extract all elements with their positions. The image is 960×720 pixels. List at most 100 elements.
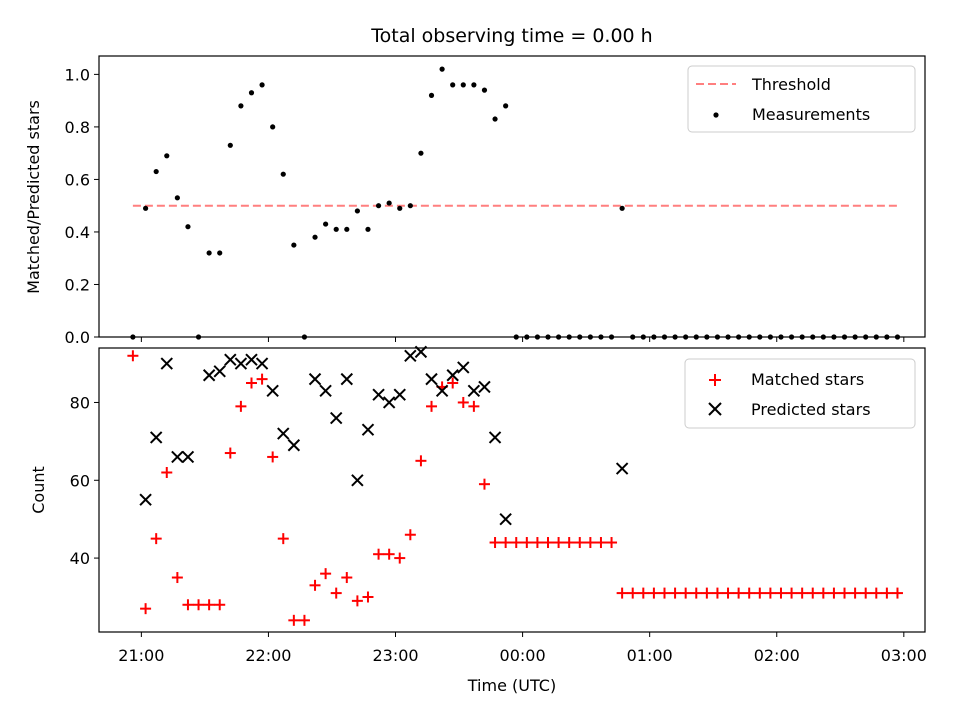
matched-star-point bbox=[267, 451, 279, 463]
predicted-star-point bbox=[234, 357, 248, 370]
predicted-star-point bbox=[287, 439, 301, 452]
matched-star-point bbox=[489, 537, 501, 549]
matched-star-point bbox=[616, 587, 628, 599]
predicted-star-point bbox=[372, 388, 385, 401]
predicted-star-point bbox=[171, 450, 184, 464]
measurement-point bbox=[375, 203, 382, 209]
matched-star-point bbox=[870, 587, 882, 599]
predicted-star-point bbox=[266, 384, 279, 398]
measurement-point bbox=[354, 208, 360, 214]
matched-star-point bbox=[415, 455, 427, 467]
matched-star-point bbox=[743, 587, 755, 599]
measurement-point bbox=[270, 124, 276, 130]
legend-measurements-swatch bbox=[713, 112, 719, 118]
matched-star-point bbox=[690, 587, 702, 599]
matched-star-point bbox=[330, 587, 342, 599]
matched-star-point bbox=[478, 478, 490, 490]
matched-star-point bbox=[796, 587, 808, 599]
matched-star-point bbox=[447, 377, 459, 389]
measurement-point bbox=[312, 234, 318, 240]
measurement-point bbox=[164, 153, 170, 159]
legend-matched-swatch bbox=[709, 374, 721, 386]
measurement-point bbox=[428, 92, 435, 98]
matched-star-point bbox=[235, 400, 247, 412]
matched-star-point bbox=[849, 587, 861, 599]
matched-star-point bbox=[127, 350, 139, 362]
matched-star-point bbox=[309, 579, 321, 591]
measurement-point bbox=[259, 82, 265, 88]
matched-star-point bbox=[182, 599, 194, 611]
predicted-star-point bbox=[319, 384, 332, 398]
matched-star-point bbox=[627, 587, 639, 599]
measurement-point bbox=[153, 168, 159, 175]
matched-star-point bbox=[839, 587, 851, 599]
predicted-star-point bbox=[499, 512, 512, 526]
matched-star-point bbox=[277, 533, 289, 545]
top-legend-box bbox=[687, 65, 916, 133]
matched-star-point bbox=[595, 537, 607, 549]
measurement-point bbox=[238, 103, 244, 109]
predicted-star-point bbox=[404, 349, 417, 362]
matched-star-point bbox=[775, 587, 787, 599]
predicted-star-point bbox=[478, 380, 491, 394]
predicted-star-point bbox=[351, 474, 364, 487]
matched-star-point bbox=[214, 599, 226, 611]
predicted-star-point bbox=[224, 353, 237, 366]
matched-star-point bbox=[891, 587, 903, 599]
matched-star-point bbox=[510, 537, 522, 549]
bottom-legend: Matched stars Predicted stars bbox=[684, 358, 916, 429]
measurement-point bbox=[291, 242, 297, 248]
top-y-tick-label: 1.0 bbox=[65, 65, 90, 84]
matched-star-point bbox=[828, 587, 840, 599]
bottom-legend-box bbox=[684, 358, 916, 429]
predicted-star-point bbox=[361, 423, 375, 436]
matched-star-point bbox=[404, 529, 416, 541]
x-tick-label: 01:00 bbox=[627, 646, 673, 665]
bottom-y-tick-label: 60 bbox=[70, 471, 90, 490]
matched-star-point bbox=[203, 599, 215, 611]
matched-star-point bbox=[288, 614, 300, 626]
legend-predicted-label: Predicted stars bbox=[751, 400, 871, 419]
matched-star-point bbox=[256, 373, 268, 385]
x-axis-label: Time (UTC) bbox=[467, 676, 556, 695]
matched-star-point bbox=[722, 587, 734, 599]
predicted-star-point bbox=[202, 369, 216, 382]
predicted-star-point bbox=[457, 361, 470, 374]
measurement-point bbox=[174, 195, 180, 201]
predicted-star-point bbox=[330, 411, 343, 425]
bottom-axes-frame bbox=[98, 347, 926, 633]
matched-star-point bbox=[150, 533, 162, 545]
legend-matched-label: Matched stars bbox=[751, 370, 864, 389]
matched-star-point bbox=[171, 572, 183, 584]
measurement-point bbox=[492, 116, 498, 122]
legend-measurements-label: Measurements bbox=[752, 105, 870, 124]
matched-star-point bbox=[468, 400, 480, 412]
matched-star-point bbox=[383, 548, 395, 560]
top-axes-frame bbox=[98, 55, 926, 338]
bottom-panel: 40 60 80 21:00 22:00 23:00 00:00 01:00 02:00 03:0… bbox=[29, 345, 927, 695]
matched-star-point bbox=[754, 587, 766, 599]
measurement-point bbox=[323, 221, 329, 227]
measurement-point bbox=[248, 90, 255, 96]
top-panel: 0.0 0.2 0.4 0.6 0.8 1.0 Matched/Predicted sta… bbox=[24, 55, 926, 347]
measurement-point bbox=[185, 224, 191, 230]
x-tick-label: 22:00 bbox=[245, 646, 291, 665]
matched-star-point bbox=[881, 587, 893, 599]
measurement-point bbox=[386, 200, 392, 206]
matched-star-point bbox=[457, 396, 469, 408]
x-tick-label: 23:00 bbox=[372, 646, 418, 665]
x-tick-label: 02:00 bbox=[754, 646, 800, 665]
top-y-tick-label: 0.6 bbox=[65, 170, 90, 189]
bottom-y-axis-label: Count bbox=[29, 466, 48, 514]
predicted-star-point bbox=[149, 431, 163, 444]
predicted-star-point bbox=[255, 357, 269, 370]
matched-star-point bbox=[542, 537, 554, 549]
matched-star-point bbox=[860, 587, 872, 599]
matched-star-point bbox=[733, 587, 745, 599]
top-y-tick-label: 0.2 bbox=[65, 275, 90, 294]
predicted-star-point bbox=[245, 353, 258, 366]
measurement-point bbox=[344, 226, 350, 232]
matched-star-point bbox=[637, 587, 649, 599]
chart-title: Total observing time = 0.00 h bbox=[370, 25, 652, 47]
